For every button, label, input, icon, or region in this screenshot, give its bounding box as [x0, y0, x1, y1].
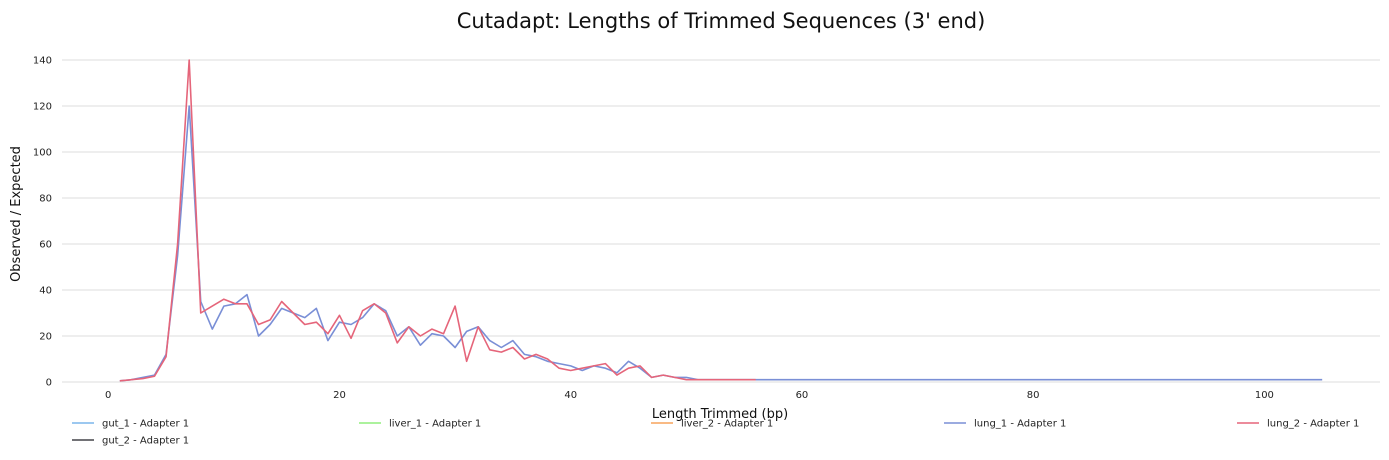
- series-lines: [119, 59, 1323, 382]
- legend-label: lung_1 - Adapter 1: [974, 419, 1066, 430]
- grid-lines: [62, 59, 1380, 383]
- y-tick-label: 80: [39, 194, 52, 205]
- x-tick-label: 40: [564, 390, 577, 401]
- y-tick-label: 0: [46, 378, 52, 389]
- series-line-lung-2: [119, 59, 756, 382]
- x-tick-label: 80: [1027, 390, 1040, 401]
- x-tick-label: 60: [796, 390, 809, 401]
- legend-label: gut_1 - Adapter 1: [102, 419, 189, 430]
- legend-item[interactable]: liver_1 - Adapter 1: [359, 419, 481, 430]
- chart-title: Cutadapt: Lengths of Trimmed Sequences (…: [457, 9, 986, 33]
- x-axis-title: Length Trimmed (bp): [652, 407, 788, 422]
- x-tick-label: 0: [105, 390, 111, 401]
- y-tick-label: 140: [33, 56, 52, 67]
- legend-label: liver_2 - Adapter 1: [681, 419, 773, 430]
- x-axis-ticks: 0 20 40 60 80 100: [105, 390, 1274, 401]
- y-tick-label: 120: [33, 102, 52, 113]
- y-tick-label: 100: [33, 148, 52, 159]
- series-line-lung-1: [119, 105, 1323, 382]
- y-tick-label: 20: [39, 332, 52, 343]
- legend-label: lung_2 - Adapter 1: [1267, 419, 1359, 430]
- y-tick-label: 60: [39, 240, 52, 251]
- legend-item[interactable]: liver_2 - Adapter 1: [651, 419, 773, 430]
- y-tick-label: 40: [39, 286, 52, 297]
- x-tick-label: 20: [333, 390, 346, 401]
- legend-item[interactable]: lung_2 - Adapter 1: [1237, 419, 1359, 430]
- legend-item[interactable]: lung_1 - Adapter 1: [944, 419, 1066, 430]
- legend-label: gut_2 - Adapter 1: [102, 436, 189, 447]
- legend-item[interactable]: gut_1 - Adapter 1: [72, 419, 189, 430]
- x-tick-label: 100: [1255, 390, 1274, 401]
- y-axis-ticks: 0 20 40 60 80 100 120 140: [33, 56, 52, 389]
- legend-item[interactable]: gut_2 - Adapter 1: [72, 436, 189, 447]
- y-axis-title: Observed / Expected: [9, 146, 24, 282]
- legend[interactable]: gut_1 - Adapter 1 liver_1 - Adapter 1 live…: [72, 419, 1359, 447]
- legend-label: liver_1 - Adapter 1: [389, 419, 481, 430]
